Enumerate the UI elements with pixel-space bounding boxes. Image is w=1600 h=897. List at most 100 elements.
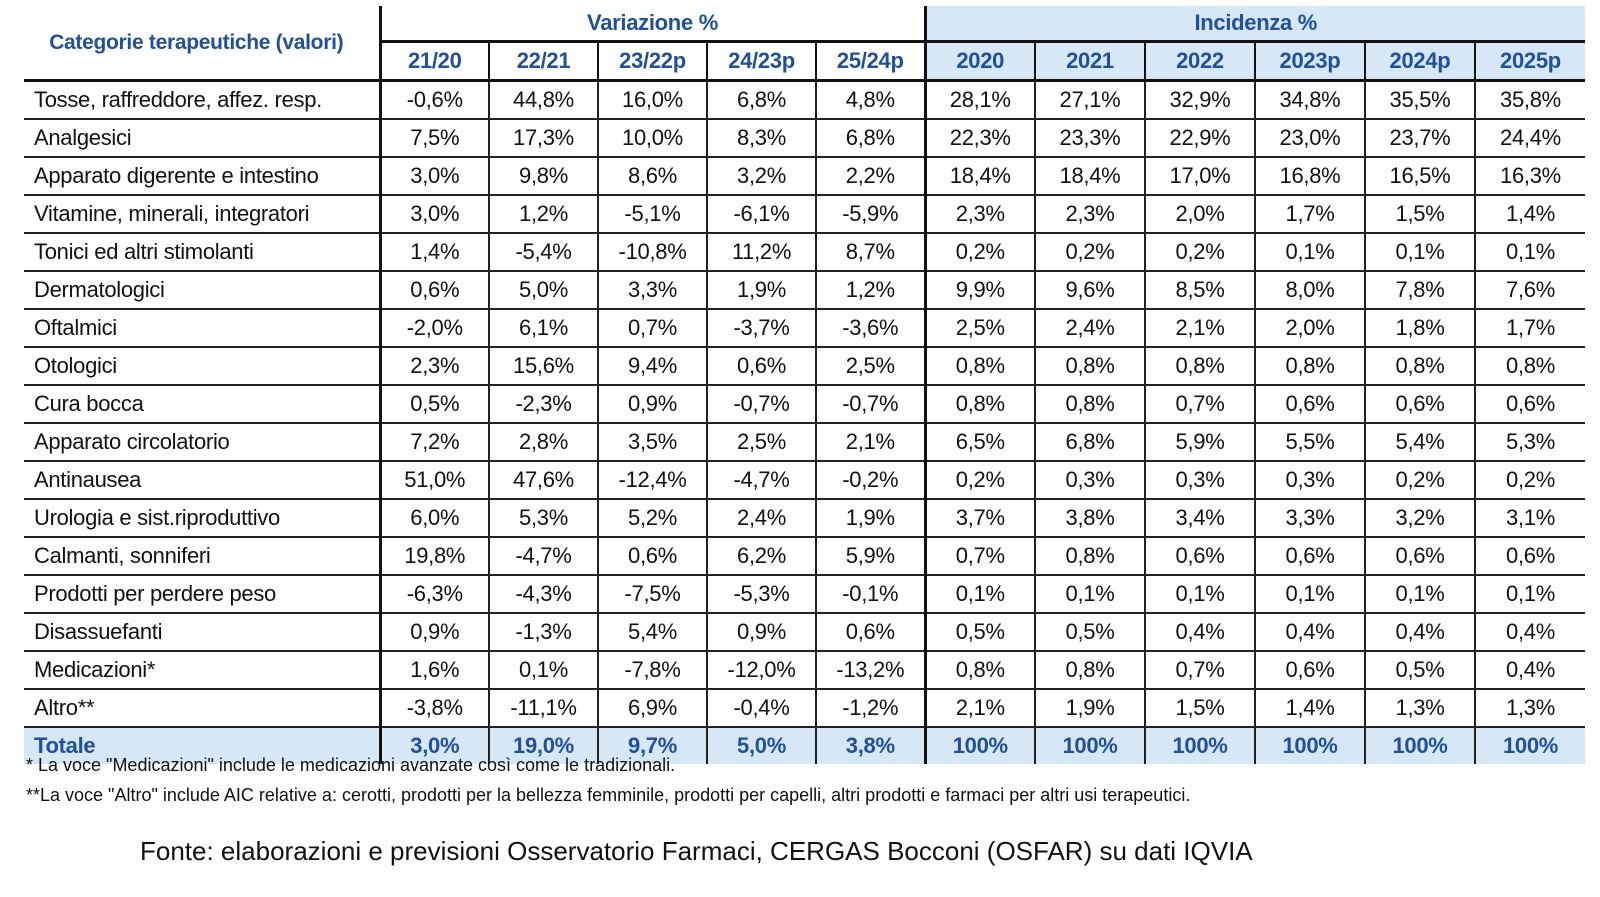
incidence-cell: 0,2% (1144, 233, 1255, 272)
incidence-cell: 0,6% (1474, 537, 1585, 576)
footnote-altro: **La voce "Altro" include AIC relative a… (26, 785, 1191, 805)
table-row: Disassuefanti 0,9% -1,3% 5,4% 0,9% 0,6% 0,5% 0,… (24, 613, 1585, 652)
variation-column-header: 22/21 (488, 41, 598, 82)
incidence-cell: 2,0% (1254, 309, 1365, 348)
incidence-cell: 3,8% (1034, 499, 1145, 538)
variation-cell: 1,2% (488, 195, 598, 234)
variation-cell: 2,3% (378, 347, 489, 386)
incidence-cell: 0,2% (1474, 461, 1585, 500)
variation-cell: -12,0% (706, 651, 816, 690)
incidence-cell: 3,7% (923, 499, 1035, 538)
incidence-cell: 1,3% (1474, 689, 1585, 728)
variation-cell: 8,3% (706, 119, 816, 158)
variation-cell: 15,6% (488, 347, 598, 386)
table-row: Urologia e sist.riproduttivo 6,0% 5,3% 5,2%… (24, 499, 1585, 538)
incidence-cell: 1,7% (1254, 195, 1365, 234)
variation-cell: 2,5% (706, 423, 816, 462)
variation-cell: 17,3% (488, 119, 598, 158)
incidence-cell: 5,4% (1364, 423, 1475, 462)
incidence-cell: 0,7% (1144, 385, 1255, 424)
variation-column-header: 23/22p (597, 41, 707, 82)
variation-cell: 1,2% (815, 271, 925, 310)
variation-cell: 2,8% (488, 423, 598, 462)
table-body: Tosse, raffreddore, affez. resp. -0,6% 44,… (24, 80, 1585, 764)
incidence-cell: 0,8% (1254, 347, 1365, 386)
incidence-cell: 8,0% (1254, 271, 1365, 310)
incidence-cell: 16,5% (1364, 157, 1475, 196)
category-label: Prodotti per perdere peso (24, 575, 380, 614)
incidence-cell: 27,1% (1034, 80, 1145, 120)
variation-cell: -5,1% (597, 195, 707, 234)
incidence-cell: 1,9% (1034, 689, 1145, 728)
variation-cell: 3,0% (378, 195, 489, 234)
incidence-cell: 0,1% (1254, 233, 1365, 272)
table-container: Categorie terapeutiche (valori) Variazio… (24, 6, 1585, 764)
variation-cell: -2,3% (488, 385, 598, 424)
variation-cell: 5,3% (488, 499, 598, 538)
variation-cell: 0,6% (815, 613, 925, 652)
variation-cell: 16,0% (597, 80, 707, 120)
variation-cell: 3,0% (378, 157, 489, 196)
variation-cell: -11,1% (488, 689, 598, 728)
incidence-cell: 0,8% (923, 651, 1035, 690)
variation-cell: -10,8% (597, 233, 707, 272)
incidence-cell: 23,7% (1364, 119, 1475, 158)
variation-cell: 9,7% (597, 727, 707, 764)
incidence-cell: 0,8% (1034, 651, 1145, 690)
incidence-cell: 2,3% (923, 195, 1035, 234)
table-row: Tosse, raffreddore, affez. resp. -0,6% 44,… (24, 80, 1585, 120)
category-label: Analgesici (24, 119, 380, 158)
table-row: Cura bocca 0,5% -2,3% 0,9% -0,7% -0,7% 0,8% 0,8… (24, 385, 1585, 424)
variation-column-header: 25/24p (815, 41, 925, 82)
table-row: Vitamine, minerali, integratori 3,0% 1,2% -… (24, 195, 1585, 234)
incidence-cell: 2,3% (1034, 195, 1145, 234)
incidence-cell: 5,5% (1254, 423, 1365, 462)
variation-cell: 1,9% (815, 499, 925, 538)
variation-cell: -5,9% (815, 195, 925, 234)
incidence-cell: 0,2% (1364, 461, 1475, 500)
therapeutic-categories-table: Categorie terapeutiche (valori) Variazio… (24, 6, 1585, 764)
variation-cell: 6,8% (706, 80, 816, 120)
incidence-cell: 100% (1474, 727, 1585, 764)
table-row: Apparato circolatorio 7,2% 2,8% 3,5% 2,5% 2,1… (24, 423, 1585, 462)
incidence-cell: 3,4% (1144, 499, 1255, 538)
variation-cell: -5,3% (706, 575, 816, 614)
category-label: Tosse, raffreddore, affez. resp. (24, 80, 380, 120)
incidence-cell: 0,1% (1364, 233, 1475, 272)
variation-cell: 2,5% (815, 347, 925, 386)
incidence-cell: 9,9% (923, 271, 1035, 310)
category-label: Apparato digerente e intestino (24, 157, 380, 196)
incidence-cell: 0,2% (923, 233, 1035, 272)
incidence-cell: 7,6% (1474, 271, 1585, 310)
incidence-cell: 100% (1364, 727, 1475, 764)
incidence-cell: 0,6% (1144, 537, 1255, 576)
variation-cell: 0,5% (378, 385, 489, 424)
variation-cell: 5,0% (706, 727, 816, 764)
incidence-cell: 23,0% (1254, 119, 1365, 158)
variation-cell: -0,1% (815, 575, 925, 614)
variation-cell: 0,6% (597, 537, 707, 576)
incidence-cell: 3,3% (1254, 499, 1365, 538)
category-label: Cura bocca (24, 385, 380, 424)
incidence-cell: 0,8% (1474, 347, 1585, 386)
variation-cell: -3,8% (378, 689, 489, 728)
incidence-column-header: 2025p (1474, 41, 1585, 82)
variation-cell: 6,9% (597, 689, 707, 728)
variation-cell: 6,1% (488, 309, 598, 348)
incidence-cell: 0,3% (1034, 461, 1145, 500)
variation-cell: 2,1% (815, 423, 925, 462)
variation-cell: -13,2% (815, 651, 925, 690)
incidence-cell: 1,4% (1254, 689, 1365, 728)
variation-cell: -0,7% (706, 385, 816, 424)
incidence-cell: 6,8% (1034, 423, 1145, 462)
variation-cell: 5,9% (815, 537, 925, 576)
variation-cell: 6,8% (815, 119, 925, 158)
incidence-cell: 0,6% (1364, 385, 1475, 424)
incidence-cell: 9,6% (1034, 271, 1145, 310)
incidence-cell: 0,3% (1254, 461, 1365, 500)
incidence-column-header: 2020 (923, 41, 1035, 82)
variation-cell: 0,9% (378, 613, 489, 652)
incidence-cell: 35,8% (1474, 80, 1585, 120)
variation-cell: 2,2% (815, 157, 925, 196)
incidence-cell: 0,6% (1254, 651, 1365, 690)
